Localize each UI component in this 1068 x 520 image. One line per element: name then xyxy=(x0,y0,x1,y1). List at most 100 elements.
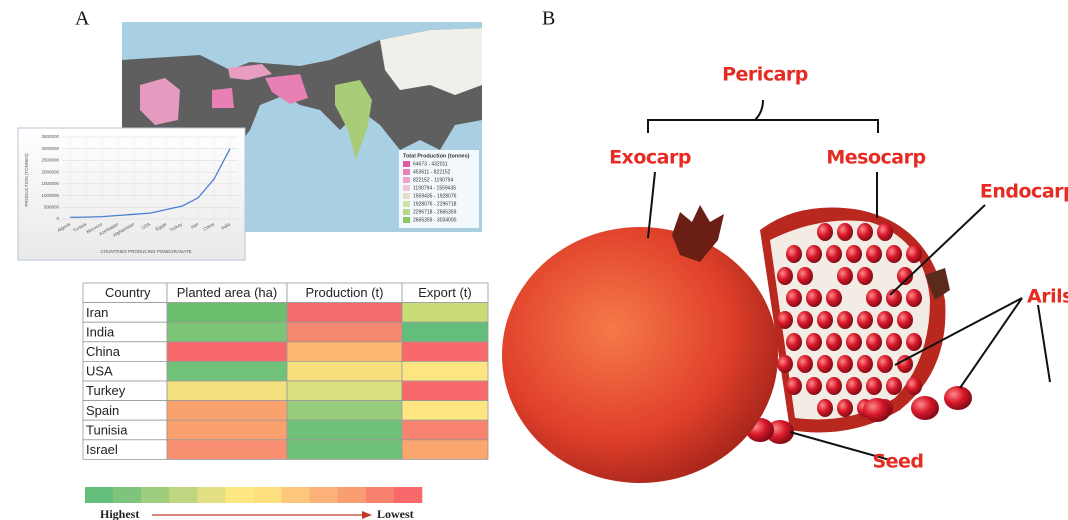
aril xyxy=(866,245,882,263)
pomegranate: Pericarp Exocarp Mesocarp Endocarp Arils… xyxy=(497,55,1068,490)
loose-aril xyxy=(911,396,939,420)
legend-label: 822152 - 1190794 xyxy=(413,177,453,183)
aril xyxy=(826,245,842,263)
aril xyxy=(837,399,853,417)
legend-box xyxy=(399,150,479,228)
scale-swatch xyxy=(365,487,395,503)
x-axis-label: COUNTRIES PRODUCING POMEGRANATE xyxy=(100,249,191,254)
heat-cell xyxy=(401,380,489,402)
panel-label: B xyxy=(542,8,555,30)
heat-cell xyxy=(166,360,288,382)
pericarp-bracket xyxy=(647,119,879,133)
aril xyxy=(866,377,882,395)
y-tick-label: 3000000 xyxy=(41,146,59,151)
heat-cell xyxy=(286,380,403,402)
aril xyxy=(846,377,862,395)
label-seed: Seed xyxy=(872,451,923,473)
legend-label: 1928076 - 2296718 xyxy=(413,201,457,207)
heat-cell xyxy=(401,341,489,362)
header-text: Export (t) xyxy=(418,285,471,300)
legend-label: 1190794 - 1559435 xyxy=(413,185,456,191)
header-text: Planted area (ha) xyxy=(177,285,277,300)
legend-label: 2665359 - 3034000 xyxy=(413,217,457,223)
chart-frame xyxy=(17,127,246,261)
heat-cell xyxy=(166,341,288,362)
scale-swatch xyxy=(85,487,114,503)
endocarp-leader xyxy=(889,204,986,296)
heat-cell xyxy=(401,419,489,441)
aril xyxy=(777,267,793,285)
aril xyxy=(857,311,873,329)
aril xyxy=(786,289,802,307)
legend-label: 2296718 - 2665359 xyxy=(413,209,457,215)
bracket-tip xyxy=(754,99,764,121)
aril xyxy=(906,245,922,263)
whole-fruit xyxy=(502,227,778,483)
legend-label: 64673 - 432011 xyxy=(413,161,448,167)
heat-cell xyxy=(166,439,288,460)
aril xyxy=(877,223,893,241)
x-tick-label: Tunisia xyxy=(72,221,87,233)
label-exocarp: Exocarp xyxy=(609,147,691,169)
china xyxy=(380,28,482,95)
aril xyxy=(806,377,822,395)
india xyxy=(335,80,372,160)
scale-swatch xyxy=(253,487,282,503)
scale-swatch xyxy=(393,487,423,503)
legend-swatch xyxy=(403,201,410,207)
x-tick-label: Algeria xyxy=(56,221,71,233)
heatmap-table: Country Planted area (ha) Production (t) Ex… xyxy=(82,282,489,460)
heat-cell xyxy=(401,360,489,382)
country-name: India xyxy=(86,324,115,339)
scale-start: Highest xyxy=(100,507,139,520)
aril xyxy=(806,289,822,307)
label-arils: Arils xyxy=(1027,286,1068,308)
x-tick-label: USA xyxy=(141,222,152,231)
aril xyxy=(837,267,853,285)
aril xyxy=(897,355,913,373)
aril xyxy=(817,399,833,417)
x-tick-label: Turkey xyxy=(169,221,184,232)
heat-cell xyxy=(286,400,403,421)
aril xyxy=(817,223,833,241)
y-tick-label: 1000000 xyxy=(41,193,59,198)
heat-cell xyxy=(286,360,403,382)
scale-swatch xyxy=(141,487,170,503)
aril xyxy=(857,223,873,241)
country-name: Turkey xyxy=(86,383,126,398)
aril xyxy=(906,289,922,307)
arils-leader xyxy=(894,297,1023,366)
crown xyxy=(672,205,724,262)
aril xyxy=(786,333,802,351)
aril xyxy=(826,377,842,395)
aril xyxy=(846,333,862,351)
aril xyxy=(777,311,793,329)
legend-swatch xyxy=(403,209,410,215)
arils-leader xyxy=(1037,304,1051,383)
x-tick-label: China xyxy=(202,221,215,231)
legend-title: Total Production (tonnes) xyxy=(403,153,470,159)
loose-aril xyxy=(944,386,972,410)
heat-cell xyxy=(166,419,288,441)
legend-swatch xyxy=(403,185,410,191)
country-name: Tunisia xyxy=(86,422,128,437)
heat-cell xyxy=(401,302,489,323)
calyx-bit xyxy=(925,268,950,300)
label-pericarp: Pericarp xyxy=(722,64,808,86)
aril xyxy=(886,289,902,307)
panel-label: A xyxy=(75,8,90,30)
aril xyxy=(857,355,873,373)
arrow-head xyxy=(362,511,372,519)
label-endocarp: Endocarp xyxy=(980,181,1068,203)
inset-chart: PRODUCTION (TONNES) COUNTRIES PRODUCING … xyxy=(17,127,246,261)
aril xyxy=(846,245,862,263)
aril xyxy=(777,355,793,373)
x-tick-label: Egypt xyxy=(155,221,168,231)
scale-swatch xyxy=(309,487,339,503)
header-text: Production (t) xyxy=(305,285,383,300)
header-text: Country xyxy=(105,285,151,300)
aril xyxy=(866,333,882,351)
y-axis-label: PRODUCTION (TONNES) xyxy=(24,153,29,207)
heat-cell xyxy=(286,419,403,441)
aril xyxy=(797,311,813,329)
